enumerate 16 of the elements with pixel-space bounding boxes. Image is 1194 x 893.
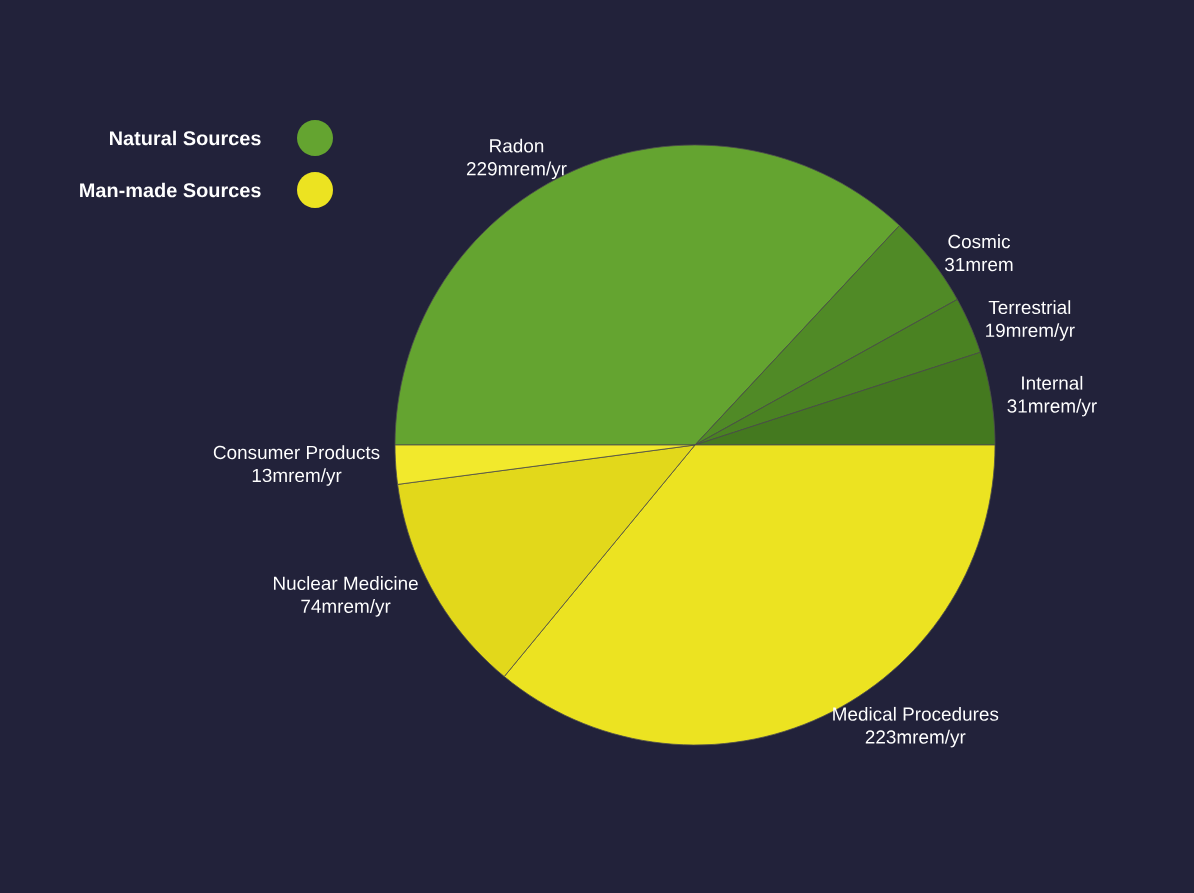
slice-label: Consumer Products bbox=[213, 445, 380, 460]
data-label: 74mrem/yr bbox=[301, 599, 391, 617]
data-label: 223mrem/yr bbox=[865, 729, 966, 748]
slice-label: Internal bbox=[1022, 375, 1083, 390]
data-label: 229mrem/yr bbox=[466, 161, 567, 180]
data-label: 31mrem/yr bbox=[1007, 398, 1097, 417]
text: Natural Sources bbox=[109, 130, 261, 146]
data-label: 13mrem/yr bbox=[252, 468, 342, 486]
slice-label: Terrestrial bbox=[988, 300, 1071, 315]
slice-label: Radon bbox=[490, 138, 544, 153]
slice-label: Medical Procedures bbox=[833, 706, 999, 721]
slice-label: Cosmic bbox=[948, 234, 1011, 249]
data-label: 19mrem/yr bbox=[986, 323, 1075, 341]
slice-label: Nuclear Medicine bbox=[274, 576, 418, 591]
text: Man-made Sources bbox=[80, 182, 261, 198]
data-label: 31mrem bbox=[945, 257, 1013, 272]
